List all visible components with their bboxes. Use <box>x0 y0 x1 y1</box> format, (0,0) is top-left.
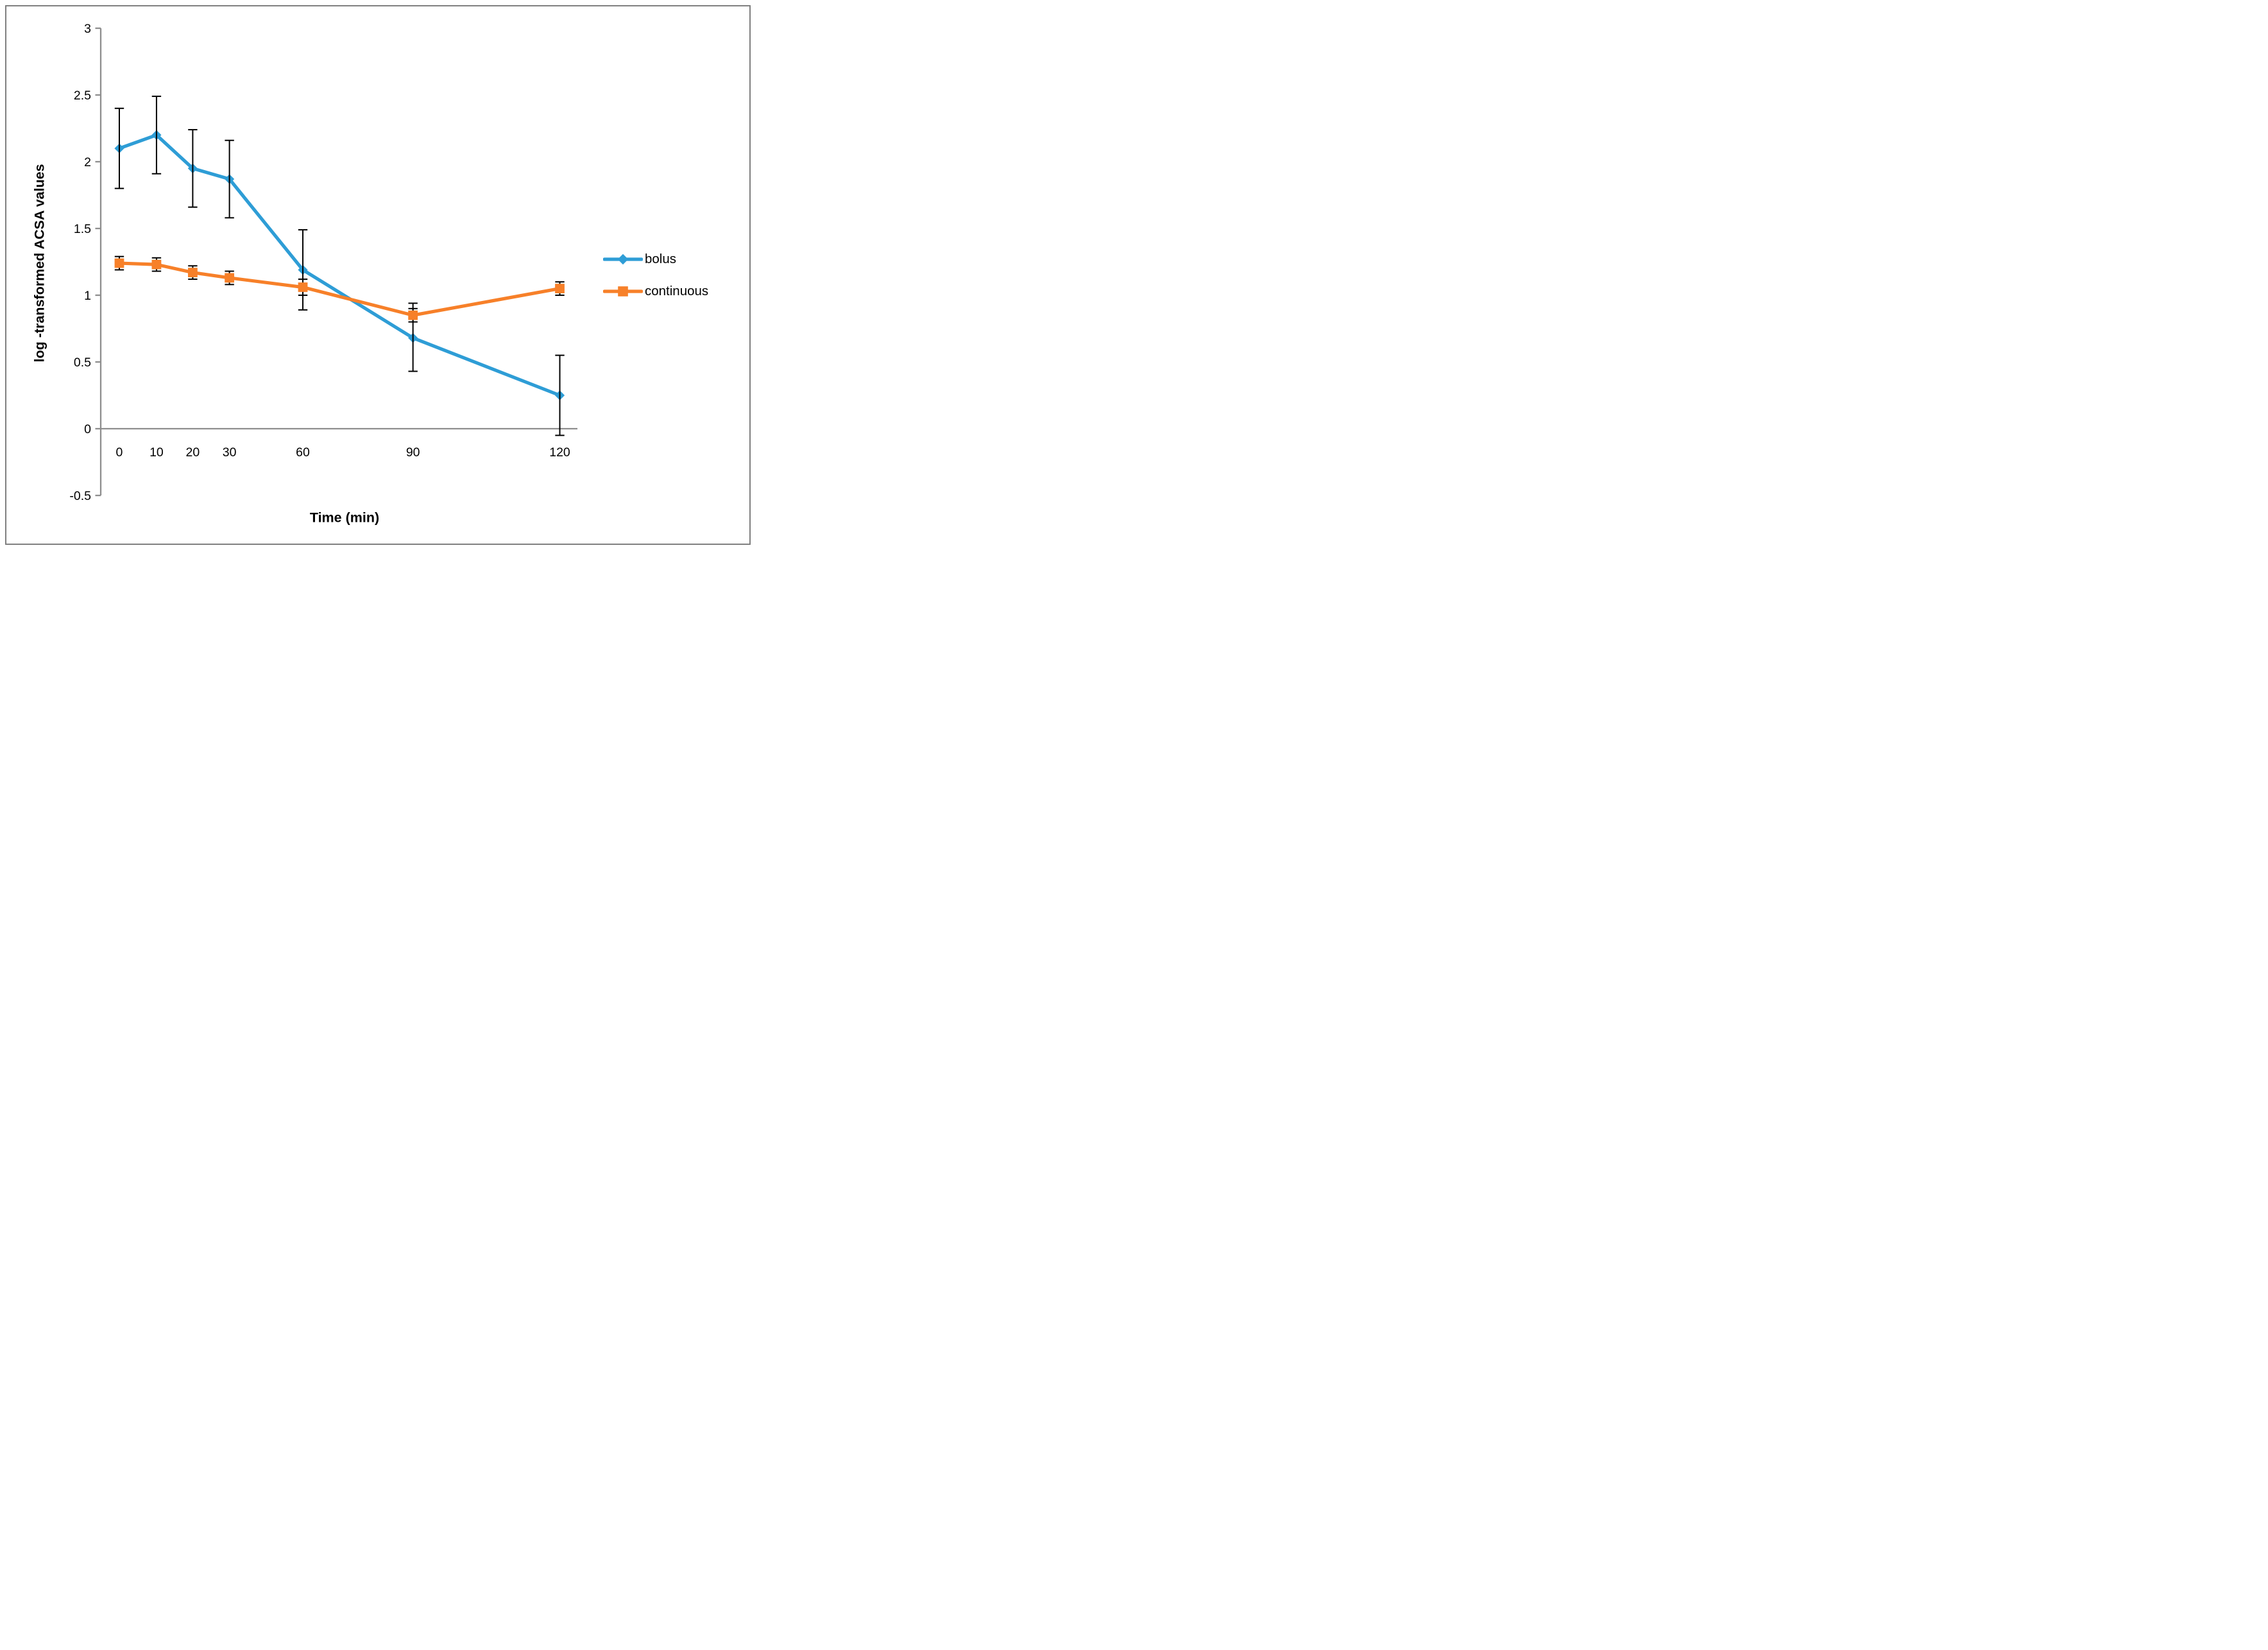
legend-item-bolus: bolus <box>603 243 708 275</box>
svg-text:0: 0 <box>116 445 123 460</box>
svg-text:30: 30 <box>223 445 237 460</box>
legend-item-continuous: continuous <box>603 275 708 307</box>
legend-label-bolus: bolus <box>645 252 677 266</box>
line-chart-plot: 3 2.5 2 1.5 1 0.5 0 -0.5 0 10 20 30 60 90 120 <box>69 22 577 503</box>
legend: bolus continuous <box>603 243 708 307</box>
svg-text:60: 60 <box>296 445 310 460</box>
svg-text:-0.5: -0.5 <box>69 489 91 503</box>
figure-border <box>5 5 751 545</box>
x-axis: 0 10 20 30 60 90 120 <box>101 427 577 460</box>
svg-text:10: 10 <box>149 445 164 460</box>
svg-text:120: 120 <box>549 445 570 460</box>
chart-figure: 3 2.5 2 1.5 1 0.5 0 -0.5 0 10 20 30 60 90 120 log -tr… <box>0 0 756 550</box>
diamond-marker-icon <box>603 254 643 265</box>
series-bolus-line <box>114 130 565 400</box>
series-continuous-line <box>114 258 565 320</box>
svg-text:2.5: 2.5 <box>74 89 91 103</box>
x-axis-title: Time (min) <box>309 510 380 526</box>
svg-text:90: 90 <box>406 445 420 460</box>
svg-text:0.5: 0.5 <box>74 356 91 370</box>
square-marker-icon <box>603 286 643 296</box>
legend-label-continuous: continuous <box>645 284 709 298</box>
svg-text:0: 0 <box>84 422 91 436</box>
error-bars <box>114 96 565 436</box>
svg-text:20: 20 <box>186 445 200 460</box>
y-axis: 3 2.5 2 1.5 1 0.5 0 -0.5 <box>69 22 102 503</box>
svg-text:1.5: 1.5 <box>74 222 91 236</box>
svg-text:3: 3 <box>84 22 91 36</box>
svg-text:2: 2 <box>84 155 91 169</box>
svg-text:1: 1 <box>84 289 91 303</box>
y-axis-title: log -transformed ACSA values <box>31 164 47 363</box>
